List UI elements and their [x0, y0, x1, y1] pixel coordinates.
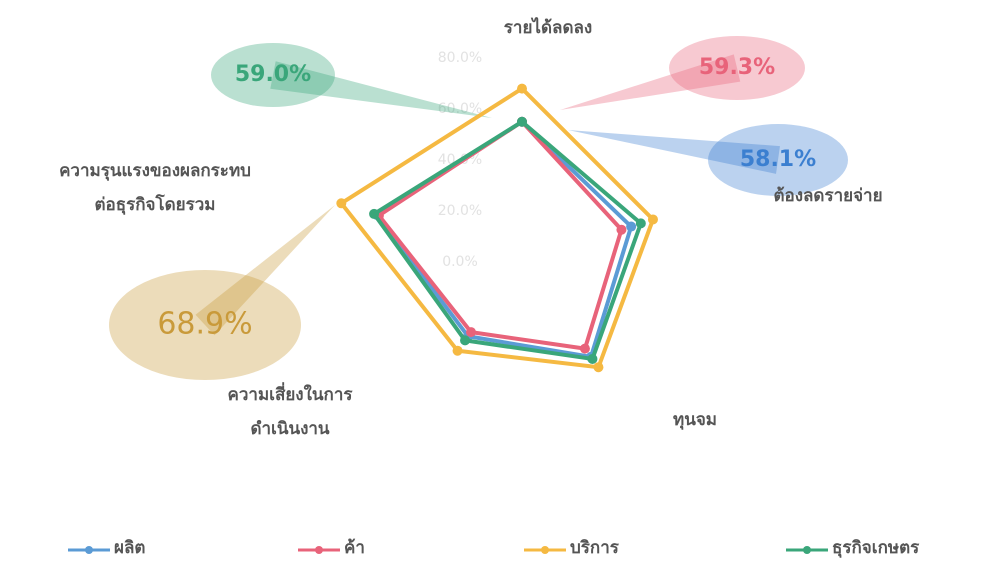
- callout-bubble: [109, 270, 301, 380]
- callout-bubble: [669, 36, 805, 100]
- point: [635, 218, 646, 229]
- series-line: [371, 119, 644, 362]
- callout-text: 59.3%: [699, 55, 775, 80]
- legend-label: บริการ: [570, 538, 620, 558]
- axis-label: ต้องลดรายจ่าย: [773, 186, 883, 206]
- axis-label: รายได้ลดลง: [503, 18, 593, 38]
- r-tick-label: 60.0%: [438, 101, 482, 117]
- callout-tail: [195, 205, 335, 336]
- point: [452, 345, 463, 356]
- point: [593, 362, 604, 373]
- r-tick-label: 20.0%: [438, 203, 482, 219]
- legend-label: ธุรกิจเกษตร: [832, 538, 920, 558]
- point: [466, 327, 477, 338]
- point: [369, 208, 380, 219]
- point: [579, 343, 590, 354]
- point: [647, 214, 658, 225]
- callout-text: 59.0%: [235, 62, 311, 87]
- point: [626, 221, 637, 232]
- legend-dot: [85, 546, 93, 554]
- axis-label: ความเสี่ยงในการ ดำเนินงาน: [227, 385, 353, 439]
- callout-bubble: [708, 124, 848, 196]
- r-tick-label: 0.0%: [442, 254, 478, 270]
- point: [517, 116, 527, 127]
- legend-label: ค้า: [344, 538, 365, 558]
- callout-tail: [568, 130, 780, 174]
- callout-bubble: [211, 43, 335, 107]
- series-line: [375, 119, 624, 351]
- point: [460, 335, 471, 346]
- callout-text: 58.1%: [740, 147, 816, 172]
- legend-dot: [315, 546, 323, 554]
- legend-label: ผลิต: [114, 538, 145, 558]
- axis-label: ความรุนแรงของผลกระทบ ต่อธุรกิจโดยรวม: [59, 161, 251, 215]
- axis-label: ทุนจม: [673, 410, 717, 430]
- series-line: [338, 86, 656, 370]
- r-tick-label: 80.0%: [438, 50, 482, 66]
- point: [587, 353, 598, 364]
- point: [616, 224, 627, 235]
- callout-text: 68.9%: [157, 307, 252, 342]
- point: [336, 198, 347, 209]
- callout-tail: [560, 54, 741, 110]
- legend-dot: [803, 546, 811, 554]
- point: [517, 83, 527, 94]
- callout-tail: [270, 61, 492, 118]
- legend-dot: [541, 546, 549, 554]
